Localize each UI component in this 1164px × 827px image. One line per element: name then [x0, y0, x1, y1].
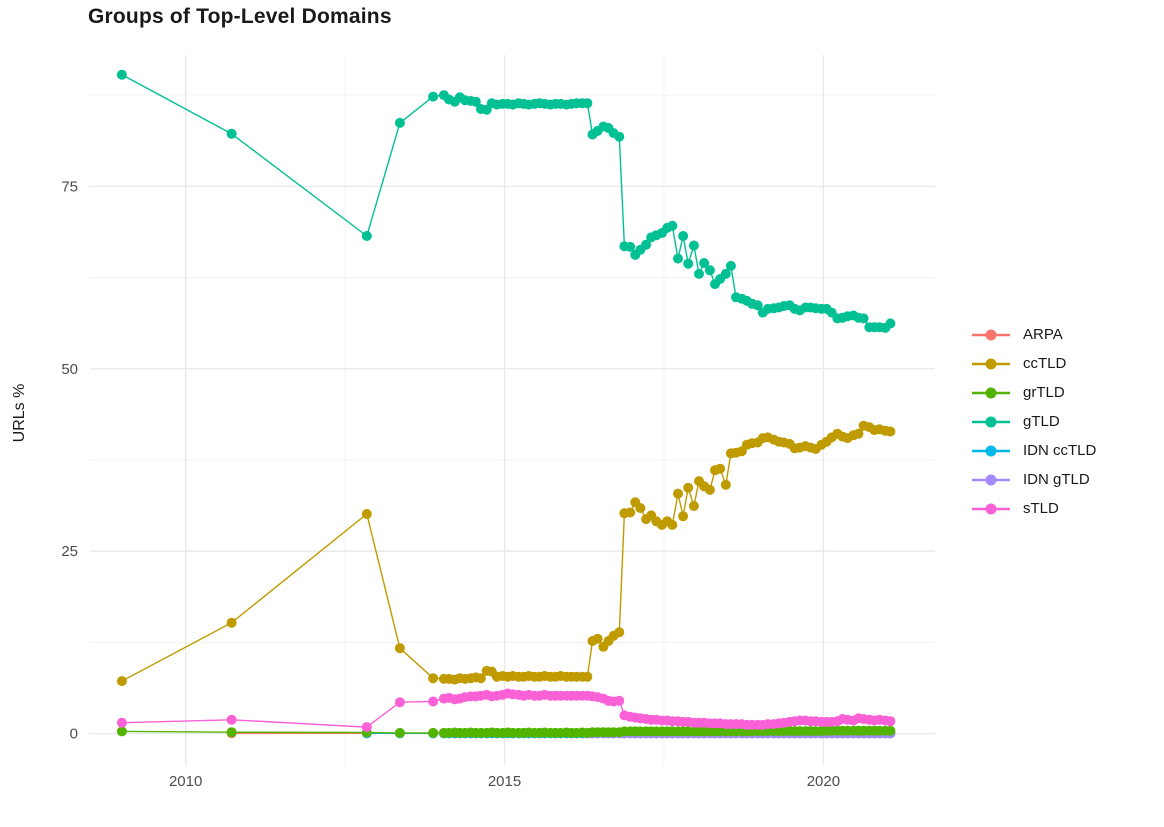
- series-grtld: [116, 725, 896, 738]
- data-point-gtld: [720, 268, 731, 279]
- x-axis-tick-labels: 2010 2015 2020: [169, 773, 840, 790]
- data-point-cctld: [683, 482, 694, 493]
- data-point-gtld: [226, 128, 237, 139]
- data-point-cctld: [361, 509, 372, 519]
- x-tick-label: 2020: [807, 773, 840, 790]
- data-point-grtld: [394, 727, 405, 738]
- legend-item-label: IDN ccTLD: [1023, 442, 1097, 459]
- series-line-gtld: [121, 74, 891, 329]
- grid-major: [90, 55, 935, 765]
- data-point-gtld: [688, 240, 699, 251]
- legend-key-icon: [972, 474, 1010, 485]
- data-point-gtld: [858, 313, 869, 324]
- data-point-gtld: [625, 241, 636, 252]
- data-point-cctld: [667, 519, 678, 530]
- legend-item-grtld: grTLD: [972, 378, 1096, 407]
- legend-key-icon: [972, 416, 1010, 427]
- data-point-gtld: [673, 253, 683, 264]
- data-point-gtld: [683, 258, 694, 269]
- data-point-gtld: [428, 91, 439, 102]
- legend-item-arpa: ARPA: [972, 320, 1096, 349]
- legend-item-idn-gtld: IDN gTLD: [972, 465, 1096, 494]
- data-point-cctld: [678, 511, 689, 522]
- data-point-gtld: [667, 220, 678, 231]
- data-point-gtld: [694, 268, 704, 279]
- legend-item-idn-cctld: IDN ccTLD: [972, 436, 1096, 465]
- legend-key-icon: [972, 387, 1010, 398]
- data-point-gtld: [394, 117, 405, 128]
- grid-minor: [90, 55, 935, 765]
- data-point-cctld: [673, 488, 683, 499]
- data-point-gtld: [704, 265, 715, 276]
- legend-item-gtld: gTLD: [972, 407, 1096, 436]
- data-point-cctld: [885, 426, 896, 437]
- data-point-stld: [614, 695, 625, 706]
- data-point-cctld: [853, 428, 864, 439]
- data-point-gtld: [885, 318, 896, 329]
- data-point-gtld: [725, 260, 736, 271]
- x-tick-label: 2015: [488, 773, 521, 790]
- data-point-gtld: [470, 96, 481, 107]
- data-point-stld: [394, 697, 405, 708]
- data-point-stld: [116, 717, 127, 728]
- y-axis-tick-labels: 0 25 50 75: [61, 178, 78, 742]
- legend-item-label: ccTLD: [1023, 355, 1067, 372]
- data-point-gtld: [614, 131, 625, 142]
- data-point-cctld: [226, 617, 237, 628]
- series-stld: [116, 688, 896, 733]
- data-point-cctld: [394, 643, 405, 654]
- series-gtld: [116, 69, 896, 333]
- data-point-cctld: [116, 676, 127, 687]
- data-point-cctld: [428, 673, 439, 684]
- legend-item-label: IDN gTLD: [1023, 471, 1090, 488]
- data-point-grtld: [428, 727, 439, 738]
- data-point-grtld: [885, 725, 896, 736]
- legend-item-label: ARPA: [1023, 326, 1063, 343]
- legend-item-label: gTLD: [1023, 413, 1060, 430]
- data-point-gtld: [116, 69, 127, 80]
- legend-key-icon: [972, 358, 1010, 369]
- legend-key-icon: [972, 329, 1010, 340]
- series-cctld: [116, 420, 896, 687]
- y-tick-label: 50: [61, 361, 78, 378]
- data-point-cctld: [688, 501, 699, 511]
- data-point-stld: [226, 714, 237, 725]
- data-point-cctld: [715, 463, 726, 474]
- data-point-gtld: [641, 239, 652, 250]
- legend-key-icon: [972, 445, 1010, 456]
- legend-item-cctld: ccTLD: [972, 349, 1096, 378]
- data-point-cctld: [592, 633, 603, 644]
- data-point-cctld: [704, 484, 715, 495]
- data-point-stld: [428, 696, 439, 707]
- legend-item-stld: sTLD: [972, 494, 1096, 523]
- data-point-gtld: [678, 231, 689, 241]
- legend-key-icon: [972, 503, 1010, 514]
- x-tick-label: 2010: [169, 773, 202, 790]
- data-point-cctld: [614, 627, 625, 638]
- data-point-stld: [361, 722, 372, 733]
- data-point-gtld: [752, 300, 763, 311]
- data-point-cctld: [582, 671, 593, 682]
- data-point-cctld: [635, 503, 646, 514]
- data-point-gtld: [699, 258, 710, 268]
- data-point-cctld: [625, 507, 636, 518]
- data-point-gtld: [582, 98, 593, 109]
- data-point-cctld: [475, 673, 486, 684]
- data-point-cctld: [720, 479, 731, 490]
- y-tick-label: 0: [70, 726, 78, 743]
- legend-item-label: grTLD: [1023, 384, 1065, 401]
- y-tick-label: 25: [61, 543, 78, 560]
- y-tick-label: 75: [61, 178, 78, 195]
- data-point-grtld: [226, 727, 237, 738]
- legend: ARPA ccTLD grTLD gTLD IDN ccTLD IDN gTLD sTLD: [972, 320, 1096, 523]
- data-point-gtld: [361, 231, 372, 241]
- chart-title: Groups of Top-Level Domains: [88, 5, 392, 28]
- data-point-grtld: [116, 726, 127, 737]
- legend-item-label: sTLD: [1023, 500, 1059, 517]
- data-point-stld: [885, 716, 896, 727]
